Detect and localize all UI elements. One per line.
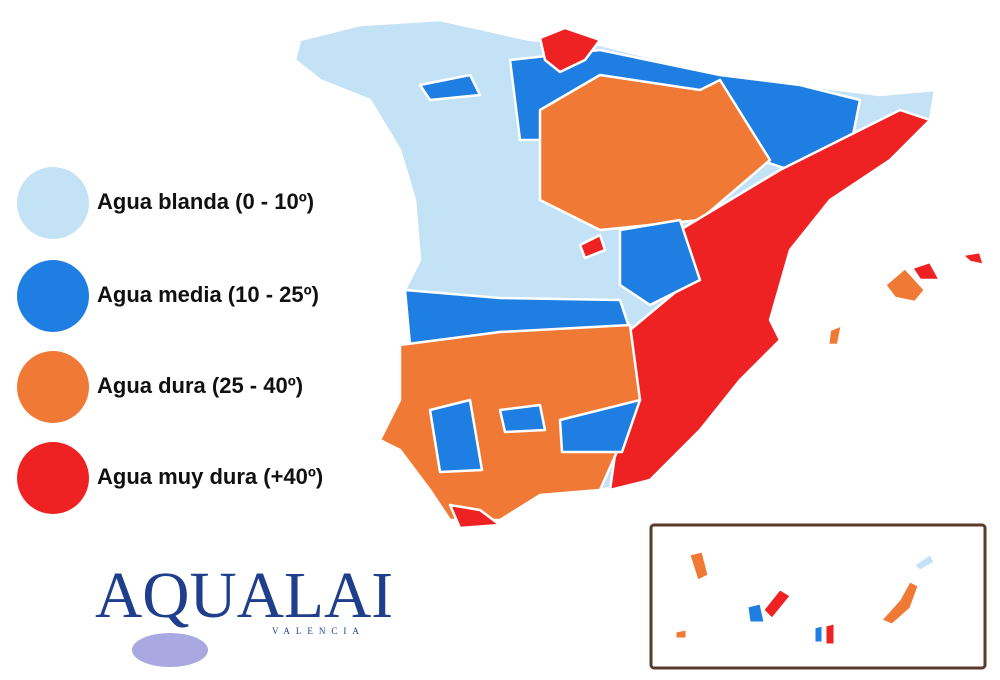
canary-islands: [675, 551, 935, 645]
canary-box: [649, 523, 987, 670]
logo-shadow: [132, 633, 208, 667]
map-regions: [293, 18, 986, 530]
region: [825, 623, 835, 645]
legend-swatch: [17, 260, 89, 332]
region: [910, 260, 942, 282]
legend-swatch: [17, 351, 89, 423]
logo-city: VALENCIA: [272, 626, 365, 636]
legend-label: Agua muy dura (+40º): [97, 464, 323, 489]
legend: Agua blanda (0 - 10º) Agua media (10 - 25…: [17, 167, 323, 514]
region: [578, 233, 607, 260]
region: [747, 603, 765, 623]
region: [914, 554, 935, 571]
region: [763, 589, 791, 619]
region: [689, 551, 709, 581]
legend-label: Agua media (10 - 25º): [97, 282, 319, 307]
legend-label: Agua blanda (0 - 10º): [97, 189, 314, 214]
region: [618, 218, 702, 307]
region: [538, 73, 772, 232]
region: [883, 266, 927, 304]
region: [960, 250, 986, 267]
region: [538, 26, 602, 74]
region: [881, 581, 919, 625]
region: [814, 625, 823, 643]
region: [428, 398, 484, 474]
region: [558, 398, 642, 454]
legend-swatch: [17, 442, 89, 514]
legend-swatch: [17, 167, 89, 239]
region: [826, 323, 844, 347]
region: [498, 403, 547, 434]
legend-label: Agua dura (25 - 40º): [97, 373, 303, 398]
region: [675, 629, 687, 639]
region: [448, 503, 502, 530]
region: [418, 73, 482, 102]
logo-name: AQUALAI: [95, 559, 393, 632]
